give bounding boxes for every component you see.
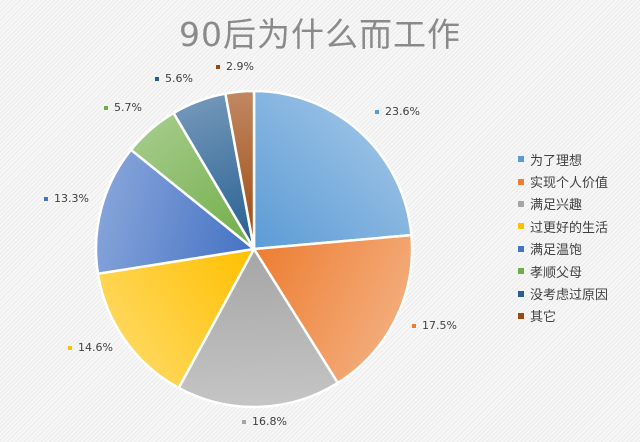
data-label-text: 5.7% xyxy=(114,101,142,114)
legend-item: 实现个人价值 xyxy=(518,170,608,192)
data-label: 17.5% xyxy=(412,319,457,332)
label-marker-icon xyxy=(44,196,48,201)
legend-item: 没考虑过原因 xyxy=(518,282,608,304)
data-label: 5.7% xyxy=(104,101,142,114)
data-label: 5.6% xyxy=(155,72,193,85)
legend-item: 孝顺父母 xyxy=(518,260,608,282)
pie-slice xyxy=(252,89,413,251)
legend-swatch-icon xyxy=(518,156,524,163)
legend-swatch-icon xyxy=(518,268,524,275)
label-marker-icon xyxy=(104,105,108,110)
pie-slice xyxy=(96,247,257,390)
legend-item: 满足温饱 xyxy=(518,238,608,260)
legend-label: 满足兴趣 xyxy=(530,198,583,214)
data-label-text: 13.3% xyxy=(54,192,89,205)
legend-label: 其它 xyxy=(530,310,557,326)
data-label-text: 5.6% xyxy=(165,72,193,85)
legend-label: 满足温饱 xyxy=(530,243,583,259)
data-label-text: 23.6% xyxy=(385,105,420,118)
legend-swatch-icon xyxy=(518,290,524,297)
data-label: 13.3% xyxy=(44,192,89,205)
label-marker-icon xyxy=(68,345,72,350)
data-label-text: 2.9% xyxy=(226,60,254,73)
label-marker-icon xyxy=(155,76,159,81)
legend-swatch-icon xyxy=(518,245,524,252)
label-marker-icon xyxy=(242,419,246,424)
legend-label: 为了理想 xyxy=(530,153,583,169)
label-marker-icon xyxy=(412,323,416,328)
pie-slice xyxy=(251,233,414,385)
legend-item: 满足兴趣 xyxy=(518,193,608,215)
legend-item: 其它 xyxy=(518,305,608,327)
legend-label: 孝顺父母 xyxy=(530,265,583,281)
data-label-text: 16.8% xyxy=(252,415,287,428)
pie-slice xyxy=(94,148,257,276)
data-label: 23.6% xyxy=(375,105,420,118)
pie-slice xyxy=(223,89,256,250)
data-label: 16.8% xyxy=(242,415,287,428)
legend-item: 过更好的生活 xyxy=(518,215,608,237)
legend-swatch-icon xyxy=(518,178,524,185)
legend-swatch-icon xyxy=(518,223,524,230)
legend-item: 为了理想 xyxy=(518,148,608,170)
legend-label: 过更好的生活 xyxy=(530,220,609,236)
legend-label: 没考虑过原因 xyxy=(530,288,609,304)
legend-swatch-icon xyxy=(518,200,524,207)
legend-label: 实现个人价值 xyxy=(530,176,609,192)
legend: 为了理想 实现个人价值 满足兴趣 过更好的生活 满足温饱 孝顺父母 没考虑过原因… xyxy=(518,148,608,327)
data-label-text: 17.5% xyxy=(422,319,457,332)
chart-title: 90后为什么而工作 xyxy=(179,15,461,54)
legend-swatch-icon xyxy=(518,312,524,319)
label-marker-icon xyxy=(375,109,379,114)
data-label: 2.9% xyxy=(216,60,254,73)
pie-slice xyxy=(177,246,340,409)
data-label: 14.6% xyxy=(68,341,113,354)
data-label-text: 14.6% xyxy=(78,341,113,354)
label-marker-icon xyxy=(216,64,220,69)
